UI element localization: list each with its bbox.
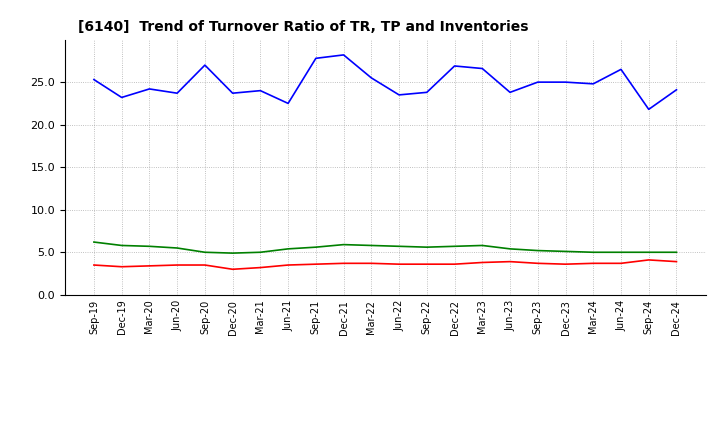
Trade Payables bbox=[534, 80, 542, 85]
Trade Receivables bbox=[423, 261, 431, 267]
Inventories bbox=[395, 244, 403, 249]
Trade Receivables bbox=[173, 262, 181, 268]
Trade Receivables bbox=[117, 264, 126, 269]
Trade Receivables bbox=[339, 260, 348, 266]
Inventories bbox=[201, 249, 210, 255]
Trade Receivables bbox=[534, 260, 542, 266]
Trade Receivables bbox=[450, 261, 459, 267]
Trade Payables bbox=[478, 66, 487, 71]
Trade Payables bbox=[395, 92, 403, 98]
Trade Receivables bbox=[395, 261, 403, 267]
Trade Payables bbox=[367, 75, 376, 81]
Inventories bbox=[616, 249, 625, 255]
Trade Payables bbox=[672, 87, 681, 92]
Line: Trade Payables: Trade Payables bbox=[94, 55, 677, 110]
Trade Payables bbox=[256, 88, 265, 93]
Trade Receivables bbox=[672, 259, 681, 264]
Trade Receivables bbox=[478, 260, 487, 265]
Trade Payables bbox=[505, 90, 514, 95]
Trade Receivables bbox=[145, 263, 154, 268]
Inventories bbox=[505, 246, 514, 252]
Inventories bbox=[423, 245, 431, 250]
Trade Receivables bbox=[616, 260, 625, 266]
Inventories bbox=[284, 246, 292, 252]
Trade Payables bbox=[423, 90, 431, 95]
Inventories bbox=[312, 245, 320, 250]
Trade Receivables bbox=[312, 261, 320, 267]
Trade Receivables bbox=[89, 262, 98, 268]
Inventories bbox=[367, 243, 376, 248]
Inventories bbox=[534, 248, 542, 253]
Trade Payables bbox=[284, 101, 292, 106]
Inventories bbox=[450, 244, 459, 249]
Trade Payables bbox=[228, 91, 237, 96]
Trade Payables bbox=[450, 63, 459, 69]
Trade Receivables bbox=[228, 267, 237, 272]
Inventories bbox=[589, 249, 598, 255]
Trade Payables bbox=[589, 81, 598, 87]
Inventories bbox=[478, 243, 487, 248]
Trade Receivables bbox=[284, 262, 292, 268]
Trade Payables bbox=[644, 107, 653, 112]
Inventories bbox=[228, 250, 237, 256]
Trade Payables bbox=[145, 86, 154, 92]
Trade Receivables bbox=[589, 260, 598, 266]
Trade Payables bbox=[173, 91, 181, 96]
Inventories bbox=[672, 249, 681, 255]
Trade Payables bbox=[201, 62, 210, 68]
Trade Receivables bbox=[644, 257, 653, 263]
Inventories bbox=[561, 249, 570, 254]
Inventories bbox=[644, 249, 653, 255]
Trade Payables bbox=[561, 80, 570, 85]
Trade Receivables bbox=[561, 261, 570, 267]
Trade Receivables bbox=[256, 265, 265, 270]
Trade Receivables bbox=[367, 260, 376, 266]
Inventories bbox=[256, 249, 265, 255]
Inventories bbox=[145, 244, 154, 249]
Trade Payables bbox=[616, 67, 625, 72]
Line: Trade Receivables: Trade Receivables bbox=[94, 260, 677, 269]
Trade Receivables bbox=[201, 262, 210, 268]
Trade Payables bbox=[339, 52, 348, 58]
Trade Receivables bbox=[505, 259, 514, 264]
Inventories bbox=[173, 246, 181, 251]
Text: [6140]  Trend of Turnover Ratio of TR, TP and Inventories: [6140] Trend of Turnover Ratio of TR, TP… bbox=[78, 20, 528, 34]
Trade Payables bbox=[117, 95, 126, 100]
Inventories bbox=[339, 242, 348, 247]
Trade Payables bbox=[89, 77, 98, 82]
Inventories bbox=[89, 239, 98, 245]
Line: Inventories: Inventories bbox=[94, 242, 677, 253]
Trade Payables bbox=[312, 56, 320, 61]
Inventories bbox=[117, 243, 126, 248]
